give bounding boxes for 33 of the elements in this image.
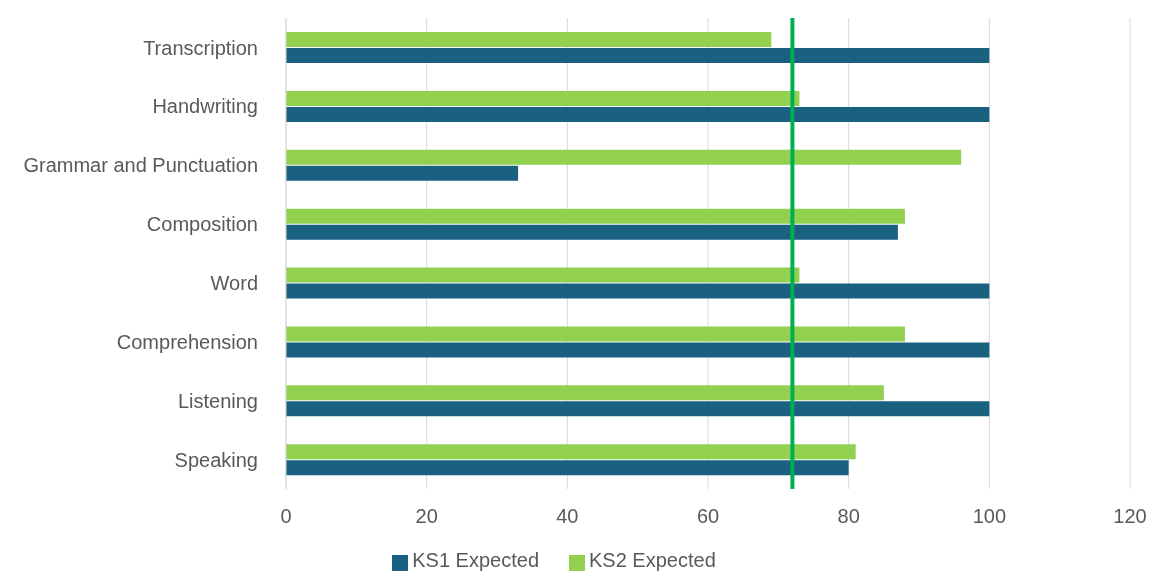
bar: [286, 444, 856, 460]
bar: [286, 401, 990, 417]
x-tick-label: 100: [972, 505, 1007, 528]
x-tick-label: 80: [837, 505, 860, 528]
bar: [286, 32, 772, 47]
bar: [286, 283, 990, 299]
bar: [286, 165, 519, 181]
bar: [286, 90, 800, 106]
x-tick-label: 120: [1113, 505, 1147, 528]
bar: [286, 460, 849, 476]
bar: [286, 342, 990, 358]
y-tick-label: Grammar and Punctuation: [23, 154, 258, 177]
y-tick-label: Composition: [146, 213, 258, 236]
bar: [286, 267, 800, 283]
x-tick-label: 40: [556, 505, 579, 528]
legend-label: KS2 Expected: [589, 549, 716, 571]
y-tick-label: Word: [210, 272, 258, 295]
y-tick-label: Transcription: [143, 36, 258, 59]
bar: [286, 385, 884, 401]
x-tick-label: 60: [696, 505, 720, 528]
bar: [286, 208, 905, 224]
y-tick-label: Handwriting: [152, 95, 258, 118]
legend-label: KS1 Expected: [412, 549, 539, 571]
bar: [286, 48, 990, 63]
y-tick-label: Comprehension: [116, 330, 258, 353]
bar: [286, 106, 990, 122]
x-tick-label: 0: [280, 505, 292, 528]
y-tick-label: Listening: [177, 389, 258, 412]
bar: [286, 224, 898, 240]
y-tick-label: Speaking: [174, 448, 258, 471]
x-tick-label: 20: [415, 505, 438, 528]
bar: [286, 149, 962, 165]
bar: [286, 326, 905, 342]
